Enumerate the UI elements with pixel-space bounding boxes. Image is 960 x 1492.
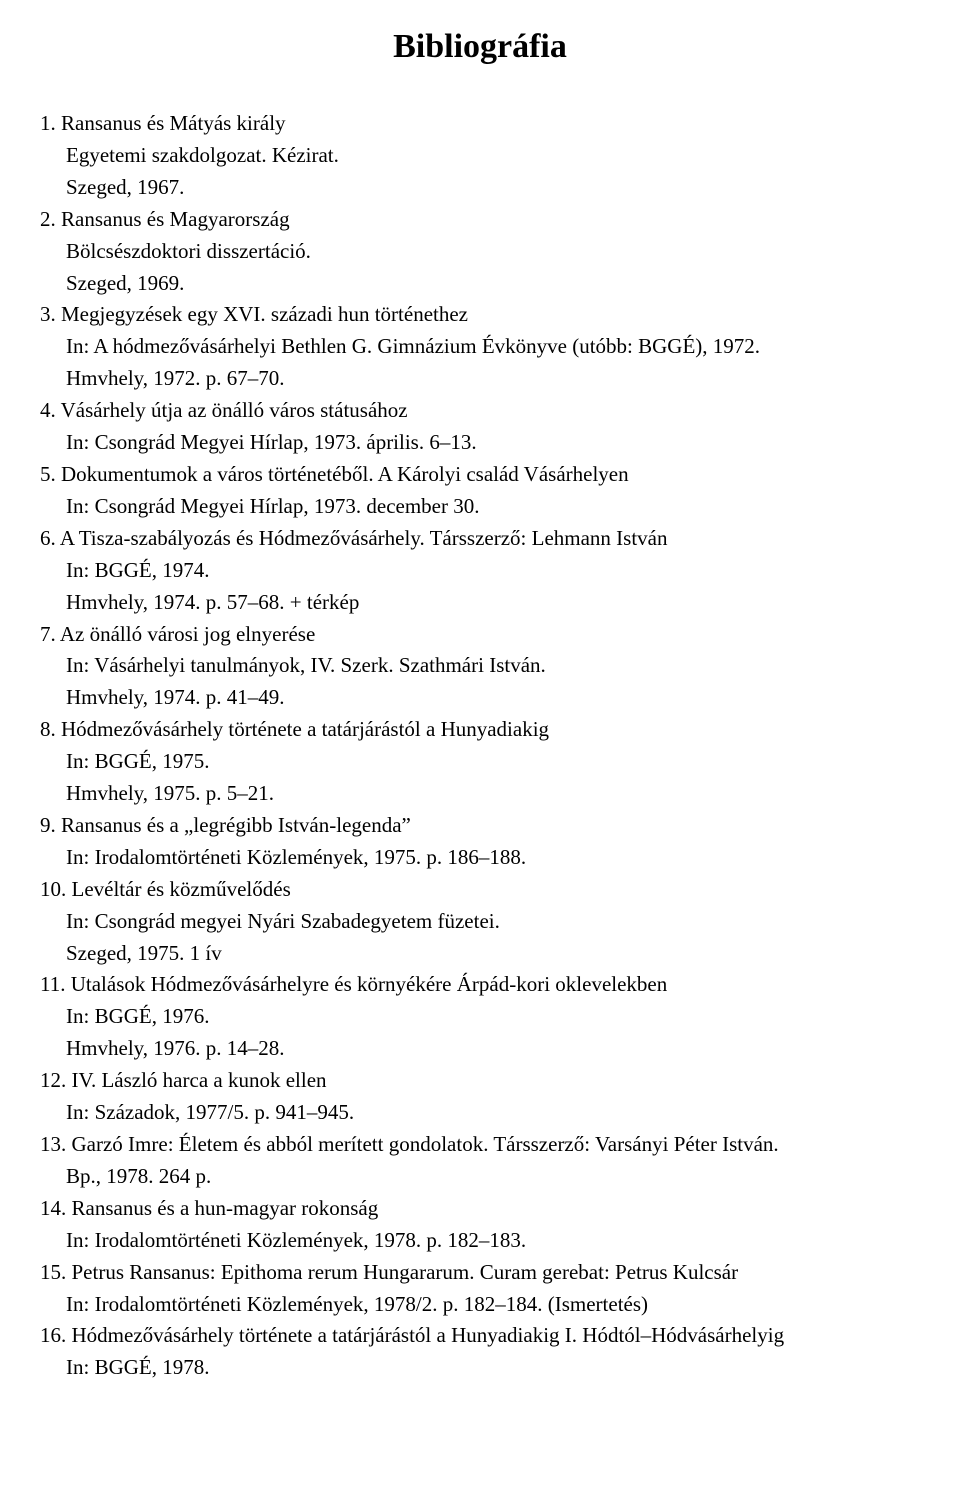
entry-detail: In: Irodalomtörténeti Közlemények, 1978.…: [40, 1225, 920, 1257]
entry-first-line: 2. Ransanus és Magyarország: [40, 204, 920, 236]
entry-number: 12.: [40, 1068, 72, 1092]
bibliography-entry: 5. Dokumentumok a város történetéből. A …: [40, 459, 920, 523]
entry-head: Garzó Imre: Életem és abból merített gon…: [72, 1132, 779, 1156]
entry-detail: In: Vásárhelyi tanulmányok, IV. Szerk. S…: [40, 650, 920, 682]
entry-first-line: 11. Utalások Hódmezővásárhelyre és körny…: [40, 969, 920, 1001]
bibliography-entry: 2. Ransanus és MagyarországBölcsészdokto…: [40, 204, 920, 300]
entry-head: Dokumentumok a város történetéből. A Kár…: [61, 462, 629, 486]
entry-number: 7.: [40, 622, 60, 646]
entry-detail: In: Irodalomtörténeti Közlemények, 1975.…: [40, 842, 920, 874]
entry-head: Ransanus és a „legrégibb István-legenda”: [61, 813, 411, 837]
entry-first-line: 6. A Tisza-szabályozás és Hódmezővásárhe…: [40, 523, 920, 555]
bibliography-entry: 7. Az önálló városi jog elnyeréseIn: Vás…: [40, 619, 920, 715]
entry-number: 9.: [40, 813, 61, 837]
entry-number: 1.: [40, 111, 61, 135]
entry-detail: In: A hódmezővásárhelyi Bethlen G. Gimná…: [40, 331, 920, 363]
entry-head: Az önálló városi jog elnyerése: [60, 622, 315, 646]
entry-first-line: 14. Ransanus és a hun-magyar rokonság: [40, 1193, 920, 1225]
entry-number: 13.: [40, 1132, 72, 1156]
entry-detail: In: Irodalomtörténeti Közlemények, 1978/…: [40, 1289, 920, 1321]
bibliography-entry: 11. Utalások Hódmezővásárhelyre és körny…: [40, 969, 920, 1065]
entry-number: 3.: [40, 302, 61, 326]
entry-number: 16.: [40, 1323, 72, 1347]
entry-head: Petrus Ransanus: Epithoma rerum Hungarar…: [72, 1260, 739, 1284]
entry-head: Hódmezővásárhely története a tatárjárást…: [61, 717, 549, 741]
entry-detail: Hmvhely, 1975. p. 5–21.: [40, 778, 920, 810]
entry-head: Utalások Hódmezővásárhelyre és környékér…: [71, 972, 668, 996]
entry-first-line: 9. Ransanus és a „legrégibb István-legen…: [40, 810, 920, 842]
bibliography-entry: 3. Megjegyzések egy XVI. századi hun tör…: [40, 299, 920, 395]
entry-detail: Szeged, 1969.: [40, 268, 920, 300]
entry-first-line: 4. Vásárhely útja az önálló város státus…: [40, 395, 920, 427]
entry-head: IV. László harca a kunok ellen: [72, 1068, 327, 1092]
entry-first-line: 5. Dokumentumok a város történetéből. A …: [40, 459, 920, 491]
entry-number: 6.: [40, 526, 60, 550]
entry-head: Megjegyzések egy XVI. századi hun történ…: [61, 302, 468, 326]
entry-detail: In: Csongrád megyei Nyári Szabadegyetem …: [40, 906, 920, 938]
entry-detail: In: BGGÉ, 1976.: [40, 1001, 920, 1033]
entry-detail: Hmvhely, 1976. p. 14–28.: [40, 1033, 920, 1065]
bibliography-entry: 14. Ransanus és a hun-magyar rokonságIn:…: [40, 1193, 920, 1257]
bibliography-entry: 13. Garzó Imre: Életem és abból merített…: [40, 1129, 920, 1193]
entry-head: Ransanus és a hun-magyar rokonság: [72, 1196, 379, 1220]
bibliography-entry: 1. Ransanus és Mátyás királyEgyetemi sza…: [40, 108, 920, 204]
entry-detail: In: Századok, 1977/5. p. 941–945.: [40, 1097, 920, 1129]
entry-first-line: 13. Garzó Imre: Életem és abból merített…: [40, 1129, 920, 1161]
entry-first-line: 12. IV. László harca a kunok ellen: [40, 1065, 920, 1097]
bibliography-entry: 8. Hódmezővásárhely története a tatárjár…: [40, 714, 920, 810]
entry-detail: In: BGGÉ, 1978.: [40, 1352, 920, 1384]
entry-number: 5.: [40, 462, 61, 486]
page-title: Bibliográfia: [40, 28, 920, 66]
entry-first-line: 3. Megjegyzések egy XVI. századi hun tör…: [40, 299, 920, 331]
entry-number: 15.: [40, 1260, 72, 1284]
entry-detail: Egyetemi szakdolgozat. Kézirat.: [40, 140, 920, 172]
bibliography-entry: 12. IV. László harca a kunok ellenIn: Sz…: [40, 1065, 920, 1129]
entry-number: 10.: [40, 877, 72, 901]
entry-detail: Szeged, 1967.: [40, 172, 920, 204]
entry-first-line: 8. Hódmezővásárhely története a tatárjár…: [40, 714, 920, 746]
entry-head: Ransanus és Mátyás király: [61, 111, 286, 135]
entry-detail: Hmvhely, 1972. p. 67–70.: [40, 363, 920, 395]
bibliography-entry: 16. Hódmezővásárhely története a tatárjá…: [40, 1320, 920, 1384]
entry-detail: Hmvhely, 1974. p. 41–49.: [40, 682, 920, 714]
bibliography-entry: 9. Ransanus és a „legrégibb István-legen…: [40, 810, 920, 874]
entry-first-line: 1. Ransanus és Mátyás király: [40, 108, 920, 140]
entry-detail: Szeged, 1975. 1 ív: [40, 938, 920, 970]
entry-first-line: 16. Hódmezővásárhely története a tatárjá…: [40, 1320, 920, 1352]
entry-number: 11.: [40, 972, 71, 996]
entry-first-line: 15. Petrus Ransanus: Epithoma rerum Hung…: [40, 1257, 920, 1289]
entry-detail: In: Csongrád Megyei Hírlap, 1973. áprili…: [40, 427, 920, 459]
entry-number: 14.: [40, 1196, 72, 1220]
bibliography-entry: 4. Vásárhely útja az önálló város státus…: [40, 395, 920, 459]
bibliography-list: 1. Ransanus és Mátyás királyEgyetemi sza…: [40, 108, 920, 1384]
entry-detail: In: BGGÉ, 1974.: [40, 555, 920, 587]
entry-head: A Tisza-szabályozás és Hódmezővásárhely.…: [60, 526, 668, 550]
entry-detail: In: Csongrád Megyei Hírlap, 1973. decemb…: [40, 491, 920, 523]
entry-detail: Hmvhely, 1974. p. 57–68. + térkép: [40, 587, 920, 619]
entry-head: Hódmezővásárhely története a tatárjárást…: [72, 1323, 785, 1347]
entry-first-line: 7. Az önálló városi jog elnyerése: [40, 619, 920, 651]
entry-detail: Bp., 1978. 264 p.: [40, 1161, 920, 1193]
entry-head: Levéltár és közművelődés: [72, 877, 291, 901]
entry-detail: Bölcsészdoktori disszertáció.: [40, 236, 920, 268]
document-page: Bibliográfia 1. Ransanus és Mátyás királ…: [0, 0, 960, 1492]
entry-number: 4.: [40, 398, 61, 422]
entry-detail: In: BGGÉ, 1975.: [40, 746, 920, 778]
bibliography-entry: 6. A Tisza-szabályozás és Hódmezővásárhe…: [40, 523, 920, 619]
entry-number: 8.: [40, 717, 61, 741]
entry-first-line: 10. Levéltár és közművelődés: [40, 874, 920, 906]
entry-head: Ransanus és Magyarország: [61, 207, 290, 231]
entry-number: 2.: [40, 207, 61, 231]
entry-head: Vásárhely útja az önálló város státusáho…: [61, 398, 408, 422]
bibliography-entry: 10. Levéltár és közművelődésIn: Csongrád…: [40, 874, 920, 970]
bibliography-entry: 15. Petrus Ransanus: Epithoma rerum Hung…: [40, 1257, 920, 1321]
